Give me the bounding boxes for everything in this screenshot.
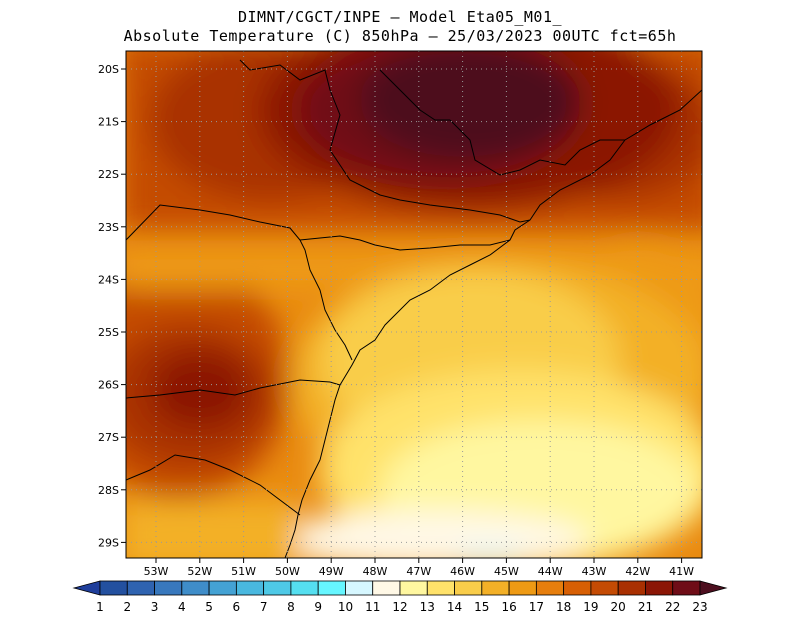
colorbar-swatch: [617, 580, 646, 596]
colorbar-label: 13: [420, 600, 435, 614]
colorbar-swatch: [208, 580, 237, 596]
colorbar-swatch: [508, 580, 537, 596]
lat-label: 25S: [98, 326, 119, 339]
colorbar-swatch: [645, 580, 674, 596]
colorbar-label: 10: [338, 600, 353, 614]
colorbar-label: 18: [556, 600, 571, 614]
lon-label: 46W: [450, 565, 475, 578]
colorbar-swatch: [535, 580, 565, 596]
colorbar-swatch: [590, 580, 619, 596]
colorbar-arrow-high: [699, 580, 728, 596]
colorbar-swatch: [481, 580, 510, 596]
lat-label: 29S: [98, 536, 119, 549]
lon-label: 41W: [669, 565, 694, 578]
lat-label: 20S: [98, 63, 119, 76]
colorbar-swatch: [345, 580, 374, 596]
temperature-field: [126, 51, 702, 558]
chart-title-line2: Absolute Temperature (C) 850hPa – 25/03/…: [123, 27, 677, 45]
lat-label: 21S: [98, 116, 119, 129]
latitude-labels: 20S 21S 22S 23S 24S 25S 26S 27S 28S 29S: [98, 63, 126, 549]
colorbar-swatch: [235, 580, 265, 596]
colorbar-swatch: [290, 580, 319, 596]
colorbar-swatch: [317, 580, 346, 596]
lon-label: 44W: [538, 565, 563, 578]
lon-label: 50W: [275, 565, 300, 578]
lon-label: 49W: [319, 565, 344, 578]
colorbar-label: 12: [392, 600, 407, 614]
colorbar-label: 7: [260, 600, 268, 614]
colorbar-label: 19: [583, 600, 598, 614]
colorbar-swatch: [99, 580, 128, 596]
colorbar-swatch: [372, 580, 401, 596]
lat-label: 22S: [98, 168, 119, 181]
colorbar-label: 9: [314, 600, 322, 614]
colorbar-label: 11: [365, 600, 380, 614]
colorbar-swatch: [154, 580, 183, 596]
colorbar-label: 5: [205, 600, 213, 614]
colorbar-label: 4: [178, 600, 186, 614]
colorbar-label: 21: [638, 600, 653, 614]
lon-label: 52W: [187, 565, 212, 578]
colorbar-swatch: [181, 580, 210, 596]
lon-label: 45W: [494, 565, 519, 578]
lat-label: 23S: [98, 221, 119, 234]
colorbar-label: 17: [529, 600, 544, 614]
lat-label: 24S: [98, 273, 119, 286]
colorbar-label: 3: [151, 600, 159, 614]
colorbar-label: 16: [501, 600, 516, 614]
colorbar-label: 20: [611, 600, 626, 614]
colorbar-swatch: [426, 580, 455, 596]
colorbar-swatch: [672, 580, 701, 596]
colorbar-label: 14: [447, 600, 462, 614]
colorbar-swatch: [454, 580, 483, 596]
colorbar-swatch: [263, 580, 292, 596]
colorbar-label: 2: [123, 600, 131, 614]
lat-label: 26S: [98, 379, 119, 392]
grid-lines: [126, 51, 702, 558]
lon-label: 53W: [144, 565, 169, 578]
colorbar-swatch: [563, 580, 592, 596]
lon-label: 51W: [231, 565, 256, 578]
colorbar-label: 22: [665, 600, 680, 614]
lon-label: 48W: [363, 565, 388, 578]
map-frame: [125, 50, 703, 559]
colorbar-arrow-low: [72, 580, 101, 596]
colorbar-swatch: [126, 580, 155, 596]
lat-label: 27S: [98, 431, 119, 444]
colorbar-label: 6: [233, 600, 241, 614]
colorbar-label: 23: [692, 600, 707, 614]
colorbar: 1 2 3 4 5 6 7 8 9 10 11 12 13 14 15 16 17 18 19 20 21 22 23: [72, 580, 728, 614]
lat-label: 28S: [98, 484, 119, 497]
lon-label: 43W: [582, 565, 607, 578]
colorbar-label: 8: [287, 600, 295, 614]
colorbar-swatch: [399, 580, 428, 596]
colorbar-label: 15: [474, 600, 489, 614]
coastline-borders: [126, 59, 702, 558]
chart-title-line1: DIMNT/CGCT/INPE – Model Eta05_M01_: [237, 8, 563, 26]
lon-label: 42W: [625, 565, 650, 578]
colorbar-label: 1: [96, 600, 104, 614]
longitude-labels: 53W 52W 51W 50W 49W 48W 47W 46W 45W 44W 43W 42W 41W: [144, 558, 694, 578]
lon-label: 47W: [406, 565, 431, 578]
